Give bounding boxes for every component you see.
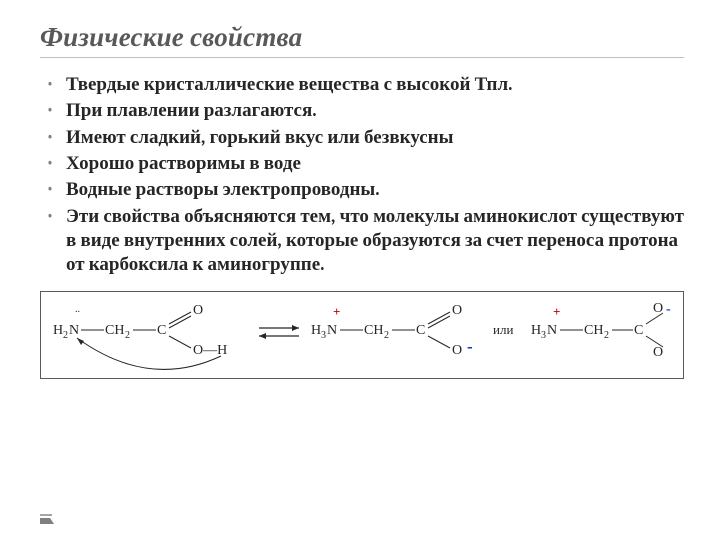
svg-text:O: O [452, 343, 462, 358]
svg-text:C: C [157, 323, 166, 338]
svg-text:+: + [333, 304, 340, 319]
list-item: Имеют сладкий, горький вкус или безвкусн… [44, 125, 684, 149]
svg-text:CH: CH [364, 323, 383, 338]
svg-text:O: O [193, 303, 203, 318]
svg-text:C: C [634, 323, 643, 338]
svg-text:O—H: O—H [193, 343, 227, 358]
svg-text:H: H [531, 323, 541, 338]
svg-text:CH: CH [105, 323, 124, 338]
svg-text:3: 3 [541, 330, 546, 341]
svg-text:2: 2 [63, 330, 68, 341]
chemical-diagram: .. H 2 N CH 2 C O O—H [40, 291, 684, 379]
list-item: Твердые кристаллические вещества с высок… [44, 72, 684, 96]
svg-text:H: H [53, 323, 63, 338]
svg-text:N: N [69, 323, 79, 338]
svg-text:2: 2 [384, 330, 389, 341]
svg-text:O: O [653, 345, 663, 360]
svg-text:3: 3 [321, 330, 326, 341]
svg-text:C: C [416, 323, 425, 338]
svg-text:2: 2 [604, 330, 609, 341]
svg-text:-: - [666, 302, 671, 317]
svg-text:N: N [327, 323, 337, 338]
svg-text:+: + [553, 304, 560, 319]
svg-text:-: - [467, 337, 473, 356]
accent-icon [40, 510, 54, 520]
svg-text:CH: CH [584, 323, 603, 338]
list-item: Хорошо растворимы в воде [44, 151, 684, 175]
list-item: При плавлении разлагаются. [44, 98, 684, 122]
list-item: Эти свойства объясняются тем, что молеку… [44, 204, 684, 277]
svg-text:H: H [311, 323, 321, 338]
svg-text:N: N [547, 323, 557, 338]
list-item: Водные растворы электропроводны. [44, 177, 684, 201]
svg-text:или: или [493, 322, 513, 337]
bullet-list: Твердые кристаллические вещества с высок… [40, 72, 684, 277]
svg-text:..: .. [75, 304, 80, 315]
slide-title: Физические свойства [40, 22, 684, 58]
svg-text:O: O [452, 303, 462, 318]
svg-text:O: O [653, 301, 663, 316]
svg-text:2: 2 [125, 330, 130, 341]
